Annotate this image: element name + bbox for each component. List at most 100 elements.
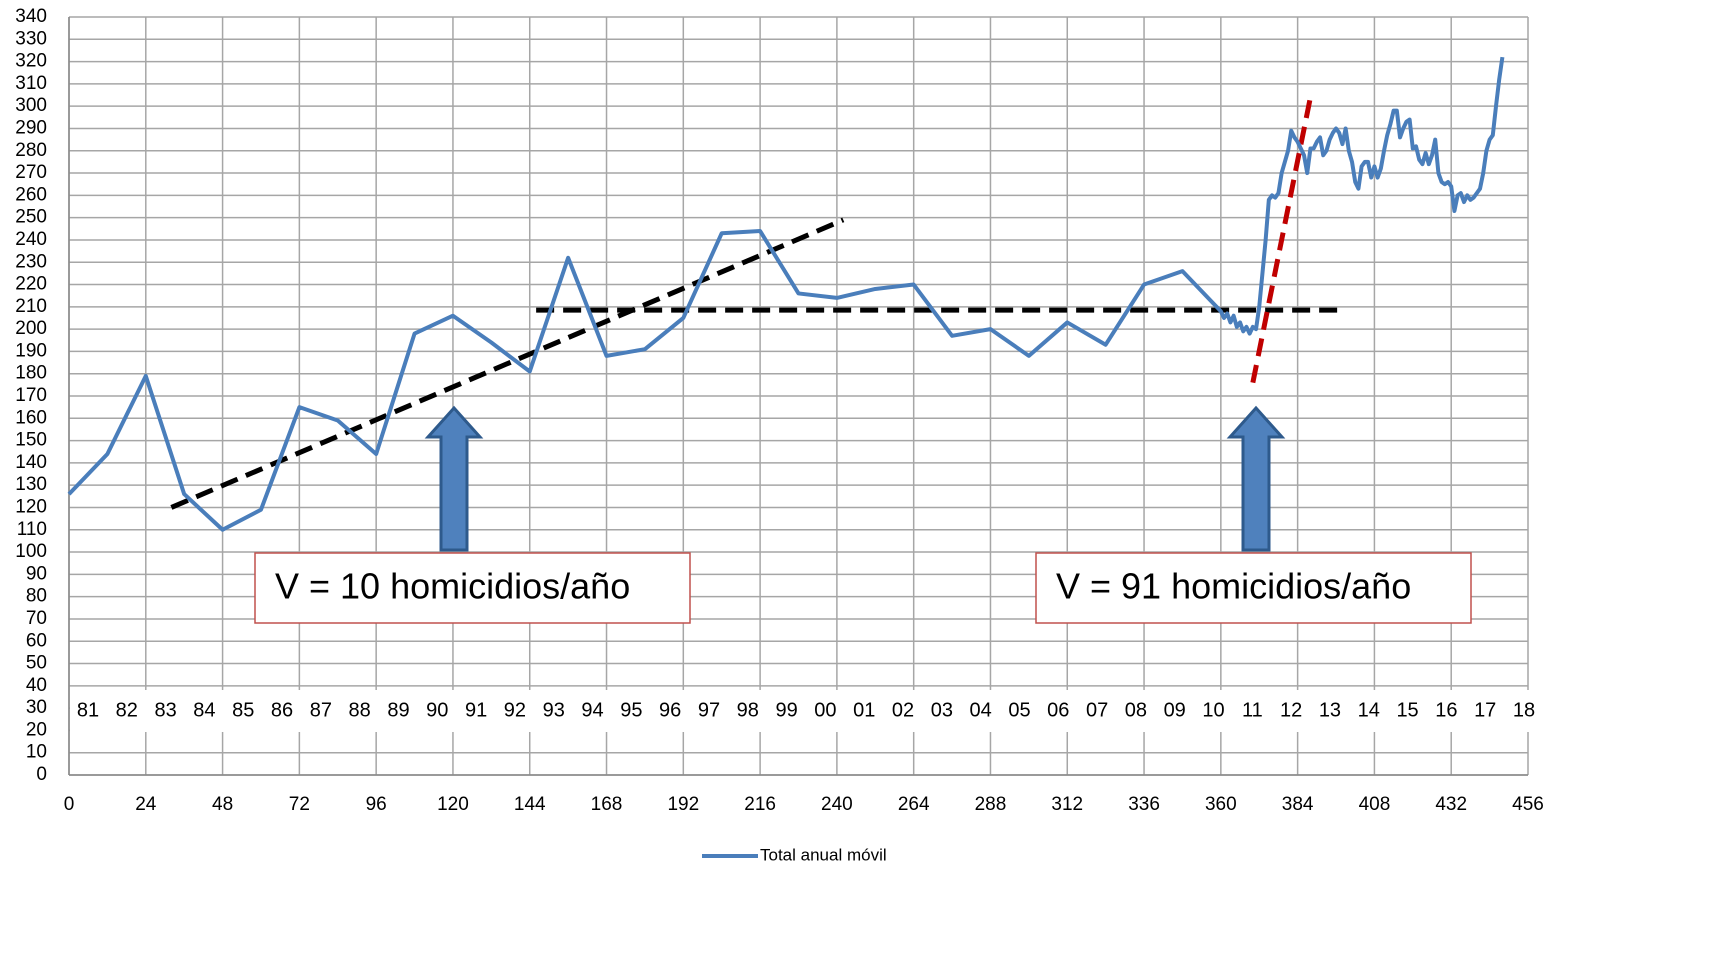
year-label: 82 <box>116 699 138 721</box>
y-tick-label: 160 <box>15 407 47 428</box>
year-label: 18 <box>1513 699 1535 721</box>
series <box>67 56 1505 532</box>
year-label: 03 <box>931 699 953 721</box>
x-tick-label: 192 <box>667 794 699 815</box>
year-label: 99 <box>775 699 797 721</box>
y-tick-label: 250 <box>15 207 47 228</box>
year-label: 07 <box>1086 699 1108 721</box>
year-labels: 81 82 83 84 85 86 87 88 89 90 91 92 93 94 95 96 97 98 99 00… <box>70 690 1559 732</box>
arrows <box>424 405 1286 552</box>
y-tick-label: 200 <box>15 318 47 339</box>
x-tick-label: 216 <box>744 794 776 815</box>
y-tick-label: 140 <box>15 452 47 473</box>
x-tick-label: 336 <box>1128 794 1160 815</box>
year-label: 06 <box>1047 699 1069 721</box>
year-label: 87 <box>310 699 332 721</box>
x-tick-label: 288 <box>975 794 1007 815</box>
x-tick-label: 240 <box>821 794 853 815</box>
y-tick-label: 50 <box>26 653 47 674</box>
year-label: 12 <box>1280 699 1302 721</box>
y-tick-label: 80 <box>26 586 47 607</box>
y-tick-label: 260 <box>15 184 47 205</box>
y-tick-label: 150 <box>15 430 47 451</box>
x-tick-label: 312 <box>1051 794 1083 815</box>
annotation-box <box>254 552 691 624</box>
year-label: 96 <box>659 699 681 721</box>
year-label: 17 <box>1474 699 1496 721</box>
x-tick-label: 120 <box>437 794 469 815</box>
year-label: 05 <box>1008 699 1030 721</box>
year-label: 08 <box>1125 699 1147 721</box>
y-tick-label: 90 <box>26 563 47 584</box>
year-label: 84 <box>193 699 215 721</box>
x-tick-label: 360 <box>1205 794 1237 815</box>
year-label: 11 <box>1242 699 1263 721</box>
y-tick-label: 240 <box>15 229 47 250</box>
y-tick-label: 290 <box>15 117 47 138</box>
y-tick-label: 220 <box>15 274 47 295</box>
x-tick-label: 408 <box>1359 794 1391 815</box>
y-tick-label: 0 <box>36 764 47 785</box>
year-label: 04 <box>970 699 992 721</box>
trend-lines <box>170 96 1343 510</box>
y-tick-label: 280 <box>15 140 47 161</box>
y-tick-label: 210 <box>15 296 47 317</box>
y-tick-label: 130 <box>15 474 47 495</box>
legend-label: Total anual móvil <box>760 845 887 864</box>
year-label: 90 <box>426 699 448 721</box>
y-tick-label: 100 <box>15 541 47 562</box>
x-tick-label: 384 <box>1282 794 1314 815</box>
y-tick-label: 230 <box>15 251 47 272</box>
y-tick-label: 20 <box>26 719 47 740</box>
x-tick-label: 48 <box>212 794 233 815</box>
y-tick-label: 340 <box>15 6 47 27</box>
arrow <box>424 405 484 552</box>
x-tick-label: 96 <box>366 794 387 815</box>
y-tick-label: 330 <box>15 28 47 49</box>
y-tick-label: 270 <box>15 162 47 183</box>
year-label: 10 <box>1202 699 1224 721</box>
y-tick-label: 120 <box>15 496 47 517</box>
x-tick-label: 72 <box>289 794 310 815</box>
x-tick-label: 432 <box>1435 794 1467 815</box>
year-label: 98 <box>737 699 759 721</box>
year-label: 91 <box>465 699 487 721</box>
year-label: 88 <box>349 699 371 721</box>
series-line <box>67 56 1505 532</box>
x-tick-label: 456 <box>1512 794 1544 815</box>
year-label: 81 <box>77 699 99 721</box>
trend-line <box>170 217 845 510</box>
annotation-box <box>1035 552 1472 624</box>
year-label: 95 <box>620 699 642 721</box>
y-tick-label: 10 <box>26 742 47 763</box>
y-tick-label: 110 <box>17 519 47 540</box>
year-label: 15 <box>1396 699 1418 721</box>
y-tick-label: 60 <box>26 630 47 651</box>
year-label: 93 <box>543 699 565 721</box>
year-label: 13 <box>1319 699 1341 721</box>
y-tick-label: 180 <box>15 363 47 384</box>
x-tick-label: 144 <box>514 794 546 815</box>
year-label: 01 <box>853 699 875 721</box>
year-label: 00 <box>814 699 836 721</box>
year-label: 97 <box>698 699 720 721</box>
year-label: 92 <box>504 699 526 721</box>
y-tick-label: 300 <box>15 95 47 116</box>
year-label: 94 <box>581 699 603 721</box>
annotation: V = 10 homicidios/año <box>275 566 630 607</box>
y-tick-label: 190 <box>15 340 47 361</box>
y-tick-label: 320 <box>15 51 47 72</box>
y-tick-label: 310 <box>15 73 47 94</box>
year-label: 85 <box>232 699 254 721</box>
x-tick-label: 264 <box>898 794 930 815</box>
y-tick-label: 170 <box>15 385 47 406</box>
annotation: V = 91 homicidios/año <box>1056 566 1411 607</box>
year-label: 89 <box>387 699 409 721</box>
year-label: 86 <box>271 699 293 721</box>
y-tick-label: 70 <box>26 608 47 629</box>
year-label: 16 <box>1435 699 1457 721</box>
y-tick-label: 30 <box>26 697 47 718</box>
arrow <box>1226 405 1286 552</box>
x-tick-label: 24 <box>135 794 157 815</box>
